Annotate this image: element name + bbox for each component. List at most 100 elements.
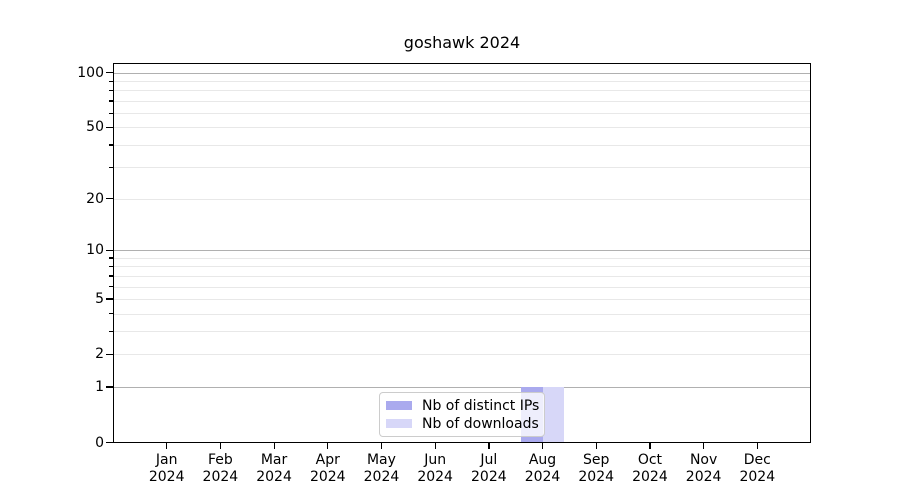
x-tick-mark [542,442,544,449]
y-minor-tick-mark [109,286,113,288]
x-tick-month: Aug [528,451,557,468]
x-tick-mark [273,442,275,449]
x-tick-label: Sep 2024 [568,452,624,486]
x-tick-label: Feb 2024 [192,452,248,486]
y-tick-label: 2 [95,346,104,363]
x-tick-label: Nov 2024 [676,452,732,486]
major-gridline [114,250,810,252]
x-tick-mark [703,442,705,449]
x-tick-label: May 2024 [353,452,409,486]
y-tick-label: 50 [86,119,104,136]
chart-title: goshawk 2024 [403,33,521,52]
y-tick-mark [106,249,113,252]
x-tick-mark [166,442,168,449]
y-tick-mark [106,353,113,356]
bar-downloads-aug [542,386,564,443]
major-gridline [114,386,810,388]
x-tick-mark [595,442,597,449]
legend-swatch-downloads [386,419,412,428]
legend-item-distinct-ips: Nb of distinct IPs [386,397,540,414]
major-gridline [114,72,810,74]
legend-item-downloads: Nb of downloads [386,415,539,432]
y-tick-mark [106,386,113,388]
minor-gridline [114,90,810,92]
x-tick-year: 2024 [524,468,561,485]
y-tick-label: 5 [95,290,104,307]
y-tick-mark [106,442,113,444]
x-tick-year: 2024 [578,468,615,485]
y-minor-tick-mark [109,112,113,114]
x-tick-month: May [366,451,396,468]
legend-label-downloads: Nb of downloads [422,415,539,432]
y-minor-tick-mark [109,265,113,268]
y-tick-label: 20 [86,190,104,207]
minor-gridline [114,100,810,102]
y-tick-mark [106,198,113,200]
x-tick-label: Jul 2024 [461,452,517,486]
y-minor-tick-mark [109,166,113,169]
minor-gridline [114,354,810,356]
x-tick-label: Apr 2024 [300,452,356,486]
y-minor-tick-mark [109,257,113,259]
x-tick-year: 2024 [739,468,776,485]
x-tick-label: Oct 2024 [622,452,678,486]
minor-gridline [114,275,810,277]
minor-gridline [114,313,810,315]
minor-gridline [114,286,810,288]
y-minor-tick-mark [109,330,113,333]
minor-gridline [114,298,810,300]
y-tick-mark [106,72,113,74]
x-tick-month: Mar [260,451,288,468]
minor-gridline [114,198,810,200]
legend-swatch-distinct-ips [386,401,412,410]
x-tick-mark [327,442,329,449]
x-tick-year: 2024 [256,468,292,485]
x-tick-year: 2024 [685,468,722,485]
x-tick-label: Jun 2024 [407,452,463,486]
x-tick-label: Mar 2024 [246,452,302,486]
x-tick-label: Jan 2024 [139,452,195,486]
x-tick-mark [756,442,758,449]
minor-gridline [114,113,810,115]
y-tick-label: 10 [86,242,104,259]
x-tick-month: Jun [424,451,447,468]
x-tick-month: Nov [689,451,718,468]
y-minor-tick-mark [109,80,113,82]
x-tick-year: 2024 [363,468,400,485]
x-tick-label: Dec 2024 [729,452,785,486]
x-tick-mark [488,442,490,449]
minor-gridline [114,144,810,146]
x-tick-year: 2024 [471,468,507,485]
x-tick-month: Oct [637,451,663,468]
minor-gridline [114,127,810,129]
x-tick-mark [219,442,222,449]
y-minor-tick-mark [109,100,113,102]
legend-label-distinct-ips: Nb of distinct IPs [422,397,540,414]
y-tick-mark [106,298,113,300]
x-tick-year: 2024 [632,468,668,485]
y-tick-label: 0 [95,434,104,451]
x-tick-month: Jan [155,451,178,468]
x-tick-label: Aug 2024 [515,452,571,486]
x-tick-month: Jul [480,451,498,468]
x-tick-mark [434,442,436,449]
minor-gridline [114,257,810,259]
y-minor-tick-mark [109,144,113,146]
y-minor-tick-mark [109,313,113,315]
x-tick-month: Dec [743,451,771,468]
y-tick-label: 1 [95,378,104,395]
x-tick-month: Apr [315,451,340,468]
x-tick-mark [380,442,383,449]
legend: Nb of distinct IPs Nb of downloads [379,392,545,437]
x-tick-month: Sep [583,451,610,468]
x-tick-year: 2024 [309,468,346,485]
x-tick-year: 2024 [148,468,185,485]
x-tick-month: Feb [207,451,233,468]
y-tick-label: 100 [77,64,104,81]
minor-gridline [114,167,810,169]
y-tick-mark [106,126,113,129]
y-minor-tick-mark [109,89,113,92]
minor-gridline [114,266,810,268]
y-minor-tick-mark [109,275,113,277]
